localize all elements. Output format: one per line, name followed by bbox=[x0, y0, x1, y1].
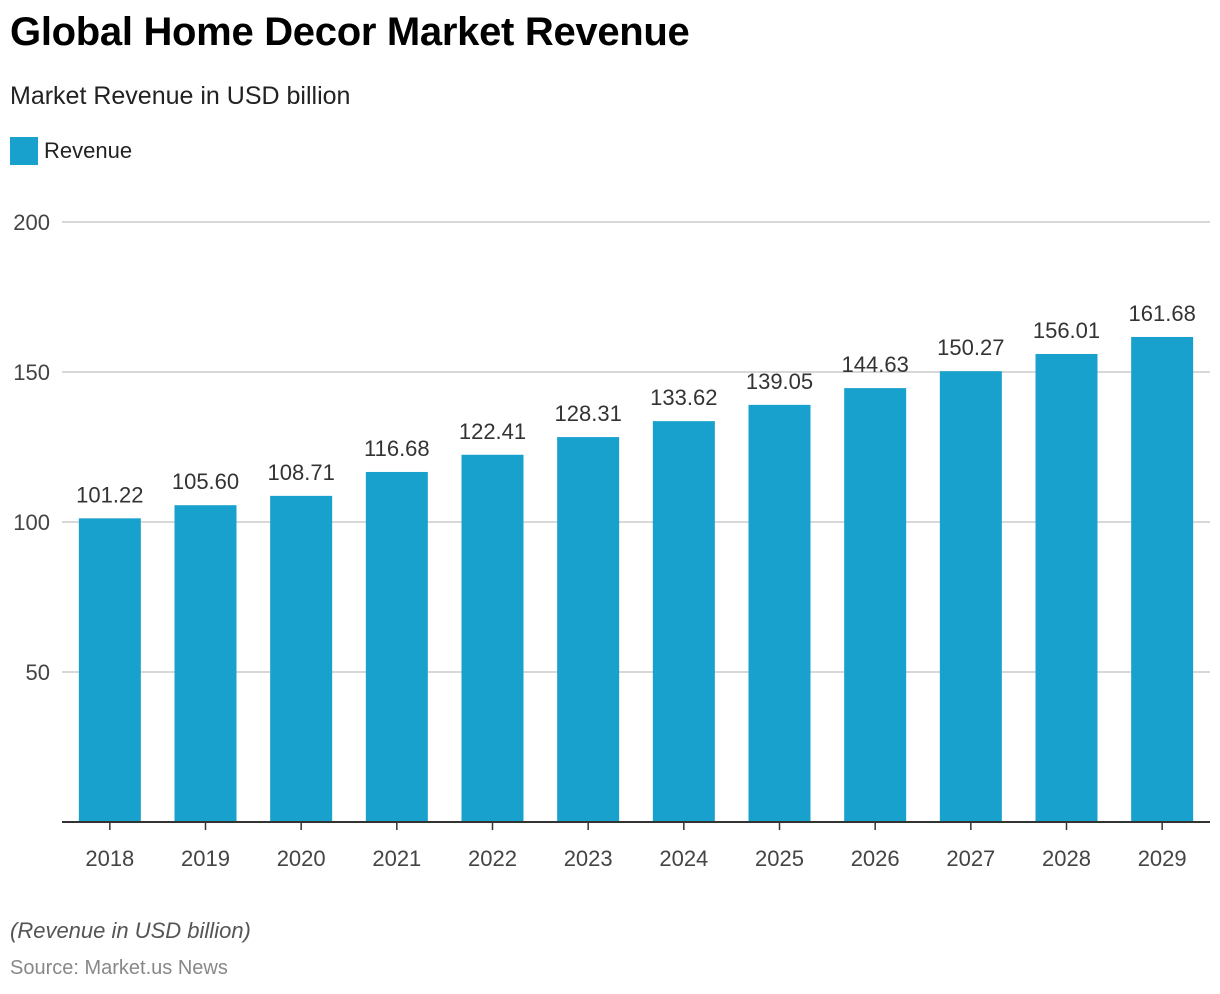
x-tick-label: 2024 bbox=[659, 846, 708, 871]
bar bbox=[78, 518, 141, 822]
x-tick-label: 2026 bbox=[851, 846, 900, 871]
bar-layer bbox=[78, 336, 1194, 822]
y-tick-label: 150 bbox=[13, 360, 50, 385]
y-tick-label: 50 bbox=[26, 660, 50, 685]
label-layer: 101.22 105.60 108.71 116.68 122.41 128.31 133.… bbox=[76, 301, 1196, 507]
data-label: 128.31 bbox=[555, 401, 622, 426]
legend: Revenue bbox=[10, 137, 132, 165]
bar bbox=[365, 471, 428, 822]
x-tick-label: 2021 bbox=[372, 846, 421, 871]
bar bbox=[748, 404, 811, 822]
footnote: (Revenue in USD billion) bbox=[10, 918, 251, 943]
x-tick-label: 2020 bbox=[277, 846, 326, 871]
data-label: 108.71 bbox=[268, 460, 335, 485]
data-label: 105.60 bbox=[172, 469, 239, 494]
bar bbox=[1035, 353, 1098, 822]
x-tick-label: 2028 bbox=[1042, 846, 1091, 871]
bar-chart: 50 100 150 200 2018 2019 2020 2021 2022 2023 2024 2… bbox=[13, 210, 1210, 871]
data-label: 144.63 bbox=[842, 352, 909, 377]
x-tick-label: 2027 bbox=[946, 846, 995, 871]
data-label: 161.68 bbox=[1129, 301, 1196, 326]
x-tick-label: 2019 bbox=[181, 846, 230, 871]
bar bbox=[844, 388, 907, 822]
data-label: 156.01 bbox=[1033, 318, 1100, 343]
x-tick-label: 2029 bbox=[1138, 846, 1187, 871]
chart-title: Global Home Decor Market Revenue bbox=[10, 10, 690, 54]
axis-layer: 50 100 150 200 2018 2019 2020 2021 2022 2023 2024 2… bbox=[13, 210, 1210, 871]
bar bbox=[557, 437, 620, 822]
bar bbox=[1131, 336, 1194, 822]
grid-layer bbox=[62, 221, 1210, 673]
bar bbox=[461, 454, 524, 822]
bar bbox=[270, 495, 333, 822]
y-tick-label: 100 bbox=[13, 510, 50, 535]
data-label: 133.62 bbox=[650, 385, 717, 410]
x-tick-label: 2022 bbox=[468, 846, 517, 871]
chart-subtitle: Market Revenue in USD billion bbox=[10, 82, 351, 110]
bar bbox=[652, 421, 715, 822]
bar bbox=[939, 371, 1002, 822]
legend-label: Revenue bbox=[44, 138, 133, 163]
x-tick-label: 2023 bbox=[564, 846, 613, 871]
x-tick-label: 2025 bbox=[755, 846, 804, 871]
data-label: 139.05 bbox=[746, 369, 813, 394]
y-tick-label: 200 bbox=[13, 210, 50, 235]
data-label: 122.41 bbox=[459, 419, 526, 444]
bar bbox=[174, 505, 237, 822]
data-label: 150.27 bbox=[937, 335, 1004, 360]
x-tick-label: 2018 bbox=[85, 846, 134, 871]
source-text: Source: Market.us News bbox=[10, 957, 228, 979]
data-label: 116.68 bbox=[364, 436, 430, 461]
data-label: 101.22 bbox=[76, 482, 143, 507]
legend-swatch bbox=[10, 137, 38, 165]
